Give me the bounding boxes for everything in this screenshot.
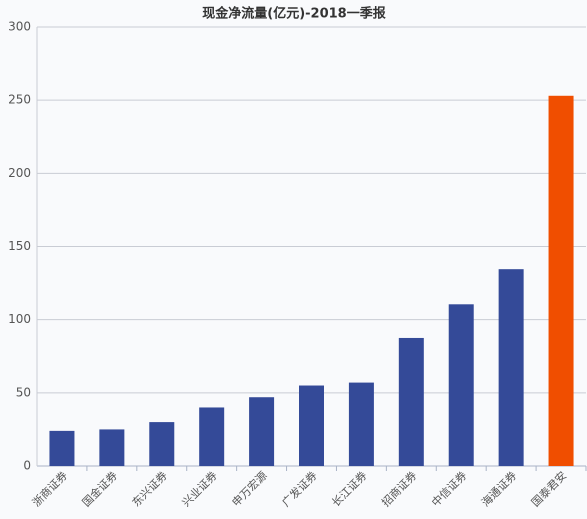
chart-title: 现金净流量(亿元)-2018一季报 [202, 6, 386, 22]
bar [99, 429, 125, 466]
bar [498, 269, 524, 466]
y-tick-label: 0 [23, 459, 31, 473]
bar [398, 337, 424, 466]
bar [149, 422, 175, 466]
y-tick-label: 50 [16, 385, 31, 399]
bar [299, 385, 324, 466]
y-tick-label: 300 [8, 20, 31, 34]
bar [548, 95, 574, 466]
bar [448, 304, 474, 466]
bar [348, 382, 374, 466]
y-tick-label: 150 [8, 239, 31, 253]
bar [199, 407, 225, 466]
y-tick-label: 100 [8, 312, 31, 326]
bar [49, 430, 75, 466]
y-tick-label: 250 [8, 93, 31, 107]
bar [249, 397, 275, 466]
y-tick-label: 200 [8, 166, 31, 180]
